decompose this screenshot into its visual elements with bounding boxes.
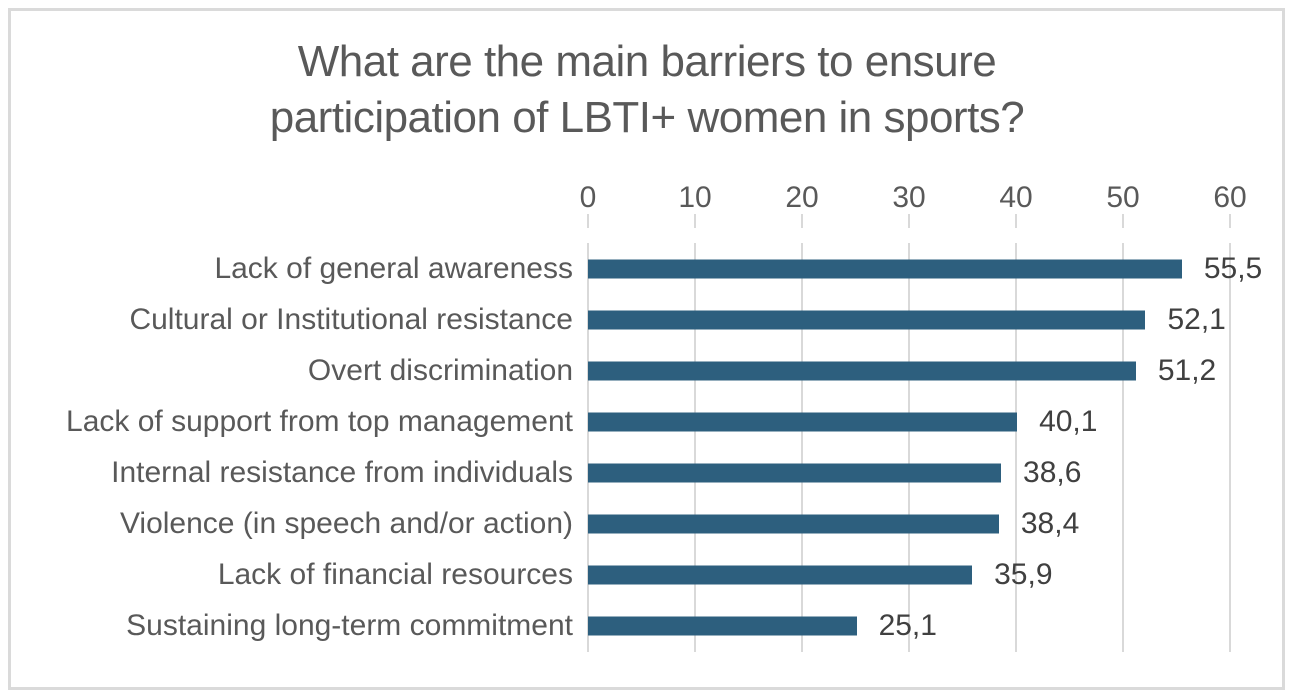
- x-axis-tick-marks: [587, 214, 1231, 228]
- bar-value-label: 38,6: [1023, 456, 1082, 490]
- chart-title-line-1: What are the main barriers to ensure: [297, 37, 997, 86]
- gridline: [1229, 243, 1231, 652]
- axis-tick-label: 50: [1106, 181, 1140, 214]
- axis-tick-mark: [587, 214, 589, 228]
- axis-tick-mark: [694, 214, 696, 228]
- bar: [588, 310, 1146, 330]
- bar-row: 55,5: [588, 243, 1262, 294]
- gridline: [801, 243, 803, 652]
- bar-row: 51,2: [588, 345, 1230, 396]
- bar: [588, 514, 999, 534]
- category-label: Overt discrimination: [307, 353, 573, 387]
- chart-title-line-2: participation of LBTI+ women in sports?: [269, 93, 1025, 142]
- axis-tick-label: 60: [1213, 181, 1247, 214]
- axis-tick-mark: [1122, 214, 1124, 228]
- gridline: [1015, 243, 1017, 652]
- bar-row: 25,1: [588, 601, 1230, 652]
- bar: [588, 565, 973, 585]
- gridline: [1122, 243, 1124, 652]
- gridline: [587, 243, 589, 652]
- axis-tick-label: 40: [999, 181, 1033, 214]
- axis-tick-label: 10: [678, 181, 712, 214]
- axis-tick-mark: [801, 214, 803, 228]
- category-label: Cultural or Institutional resistance: [129, 302, 573, 336]
- bar-value-label: 38,4: [1020, 507, 1080, 541]
- bar-row: 35,9: [588, 550, 1230, 601]
- category-label: Lack of financial resources: [217, 558, 573, 592]
- axis-tick-label: 20: [785, 181, 819, 214]
- bar-value-label: 25,1: [878, 609, 937, 643]
- bar: [588, 412, 1018, 432]
- category-labels: Lack of general awareness Cultural or Ins…: [16, 243, 573, 652]
- gridline: [908, 243, 910, 652]
- category-label: Lack of support from top management: [66, 404, 573, 438]
- bar: [588, 259, 1182, 279]
- x-axis-labels: 0 10 20 30 40 50 60: [580, 181, 1247, 214]
- bar-value-label: 55,5: [1203, 251, 1263, 285]
- bar-value-label: 40,1: [1039, 404, 1098, 438]
- axis-tick-mark: [908, 214, 910, 228]
- bar-value-label: 35,9: [994, 558, 1053, 592]
- axis-tick-mark: [1015, 214, 1017, 228]
- bar-row: 40,1: [588, 396, 1230, 447]
- category-label: Lack of general awareness: [214, 251, 573, 285]
- bar: [588, 361, 1136, 381]
- gridline: [694, 243, 696, 652]
- axis-tick-mark: [1229, 214, 1231, 228]
- chart-title: What are the main barriers to ensure par…: [0, 34, 1294, 146]
- bar-row: 52,1: [588, 294, 1230, 345]
- plot-area: 55,5 52,1 51,2 40,1 38,6 38,4 35,9 25,1: [587, 243, 1262, 652]
- category-label: Sustaining long-term commitment: [126, 609, 573, 643]
- bar-value-label: 52,1: [1167, 302, 1226, 336]
- category-label: Violence (in speech and/or action): [119, 507, 573, 541]
- category-label: Internal resistance from individuals: [111, 456, 573, 490]
- bar-row: 38,4: [588, 499, 1230, 550]
- axis-tick-label: 30: [892, 181, 926, 214]
- bar-value-label: 51,2: [1157, 353, 1217, 387]
- axis-tick-label: 0: [579, 181, 597, 214]
- bar: [588, 616, 857, 636]
- bar-row: 38,6: [588, 448, 1230, 499]
- bar: [588, 463, 1002, 483]
